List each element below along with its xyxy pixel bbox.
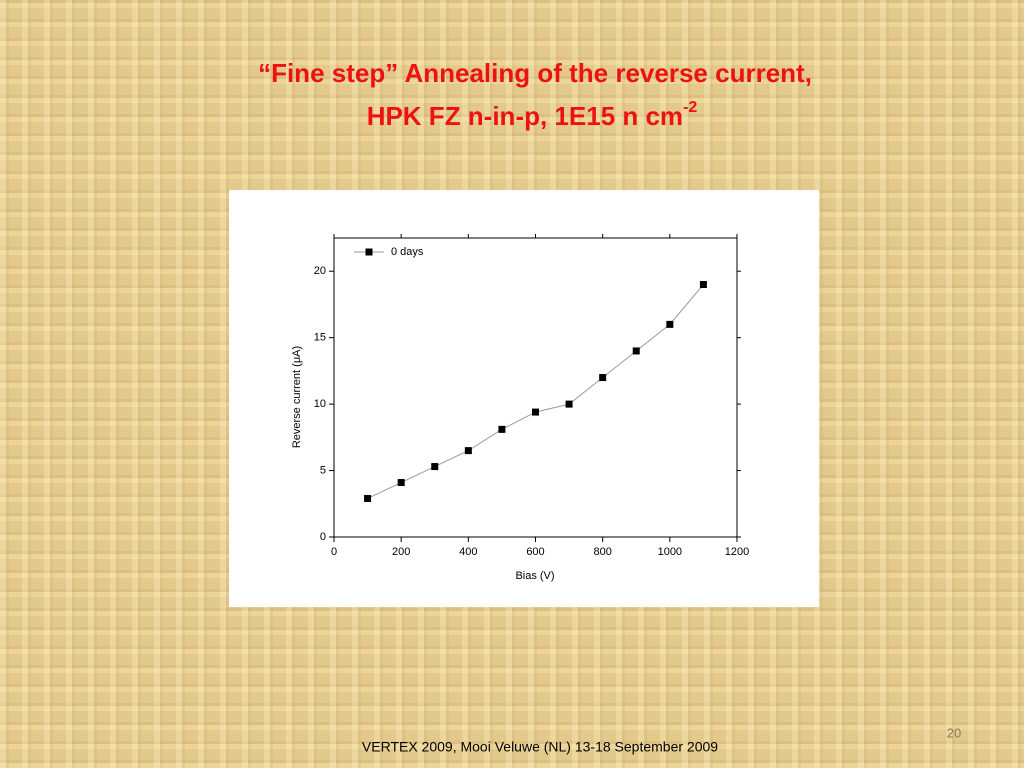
legend-marker [365,248,373,256]
x-tick-label: 400 [459,546,477,558]
point [565,400,573,408]
legend-label: 0 days [391,246,424,258]
footer: VERTEX 2009, Mooi Veluwe (NL) 13-18 Sept… [362,739,718,755]
point [632,347,640,355]
x-tick-label: 200 [392,546,410,558]
point [397,479,405,487]
x-tick-label: 1000 [658,546,682,558]
point [599,374,607,382]
point [464,447,472,455]
title-line2-text: HPK FZ n-in-p, 1E15 n cm [367,101,683,131]
point [431,463,439,471]
point [532,408,539,416]
x-tick-label: 600 [526,546,544,558]
point [498,425,506,433]
point [699,281,707,289]
y-tick-label: 5 [320,464,326,476]
x-axis-label: Bias (V) [515,570,554,582]
x-tick-label: 0 [331,546,337,558]
y-tick-label: 20 [314,265,326,277]
y-tick-label: 15 [314,332,326,344]
title-superscript: -2 [683,99,697,116]
point [364,494,372,502]
y-axis-label: Reverse current (μA) [291,346,303,448]
x-tick-label: 1200 [725,546,749,558]
page-number: 20 [947,725,961,740]
y-tick-label: 0 [320,531,326,543]
title-line1: “Fine step” Annealing of the reverse cur… [258,58,812,88]
y-tick-label: 10 [314,398,326,410]
x-tick-label: 800 [593,546,611,558]
point [666,320,674,328]
title-line2: HPK FZ n-in-p, 1E15 n cm-2 [367,99,698,131]
